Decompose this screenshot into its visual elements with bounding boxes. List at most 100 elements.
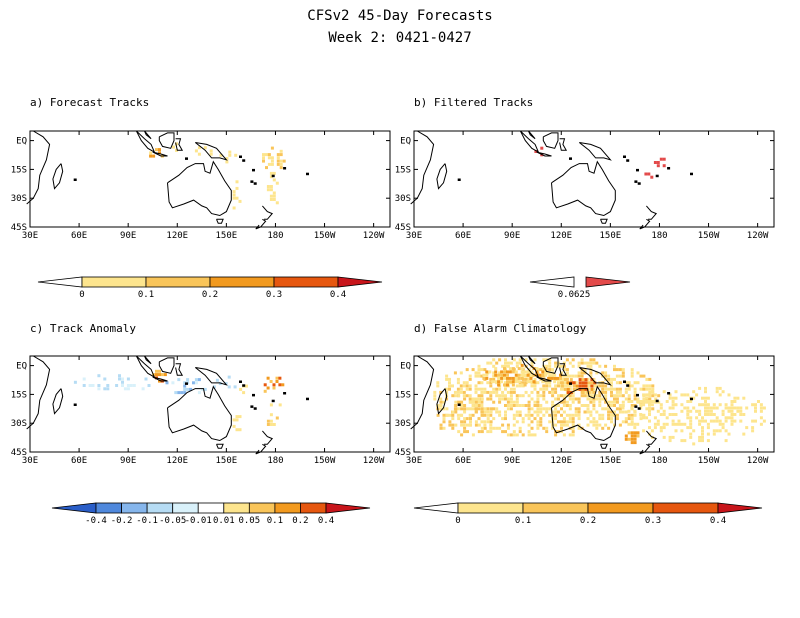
density-cell: [589, 374, 593, 378]
density-cell: [574, 410, 578, 414]
density-cell: [554, 384, 558, 388]
density-cell: [607, 400, 611, 404]
density-cell: [82, 377, 86, 381]
colorbar-segment: [146, 502, 174, 514]
density-cell: [680, 429, 684, 433]
density-cell: [647, 172, 651, 176]
density-cell: [577, 364, 581, 368]
density-cell: [592, 423, 596, 427]
density-cell: [653, 422, 657, 426]
density-cell: [653, 161, 657, 164]
density-cell: [228, 153, 232, 157]
density-cell: [477, 364, 481, 368]
density-cell: [272, 171, 276, 175]
density-cell: [521, 433, 525, 437]
density-cell: [203, 387, 207, 391]
density-cell: [610, 400, 613, 404]
coastline: [158, 132, 175, 149]
coastline: [262, 430, 274, 445]
density-cell: [589, 364, 593, 368]
density-cell: [494, 367, 498, 371]
colorbar-label: 0.4: [330, 290, 346, 300]
density-cell: [630, 400, 634, 403]
density-cell: [489, 384, 493, 388]
density-cell: [448, 413, 451, 417]
colorbar-label: 0.0625: [558, 290, 591, 300]
density-cell: [485, 376, 489, 380]
density-cell: [501, 390, 505, 394]
density-cell: [610, 410, 613, 414]
density-cell: [509, 394, 513, 398]
density-cell: [686, 416, 690, 420]
density-cell: [613, 423, 616, 427]
density-cell: [562, 374, 566, 378]
panel-c-map: 30E 60E 90E 120E 150E 180 150W 120W EQ 15S 30S 45S: [11, 355, 391, 466]
density-cell: [503, 373, 506, 377]
colorbar-label: 0.3: [645, 516, 661, 526]
density-cell: [551, 426, 555, 430]
density-cell: [457, 430, 461, 434]
density-cell: [677, 419, 681, 423]
coastline: [646, 430, 658, 445]
density-cell: [633, 434, 637, 438]
density-cell: [571, 397, 575, 401]
density-cell: [270, 146, 274, 150]
map-frame: [29, 130, 391, 228]
density-cell: [568, 417, 572, 421]
density-cell: [518, 413, 522, 417]
density-cell: [456, 381, 460, 385]
density-cell: [225, 157, 229, 161]
density-cell: [492, 364, 496, 368]
density-cell: [736, 406, 740, 410]
density-cell: [592, 420, 596, 424]
density-cell: [624, 434, 628, 438]
density-cell: [730, 400, 734, 403]
density-cell: [121, 377, 124, 381]
lon-tick-label: 150W: [698, 231, 720, 241]
density-cell: [590, 378, 594, 382]
density-cell: [577, 374, 581, 378]
density-cell: [266, 188, 270, 192]
density-cell: [551, 410, 555, 414]
density-cell: [572, 384, 576, 388]
density-cell: [462, 390, 466, 394]
panel-b-map: 30E 60E 90E 120E 150E 180 150W 120W EQ 15S 30S 45S: [395, 130, 775, 241]
density-cell: [571, 394, 575, 398]
colorbar-label: 0: [79, 290, 84, 300]
density-cell: [492, 417, 496, 421]
density-cell: [742, 432, 746, 436]
density-cell: [554, 407, 558, 411]
density-cell: [583, 404, 587, 407]
density-cell: [662, 422, 666, 426]
density-cell: [451, 413, 455, 417]
density-cell: [480, 374, 484, 378]
density-cell: [497, 373, 501, 377]
density-cell: [686, 409, 690, 413]
density-cell: [463, 417, 467, 421]
density-cell: [456, 390, 460, 394]
density-cell: [486, 381, 490, 385]
density-cell: [571, 364, 575, 368]
density-cell: [592, 394, 596, 398]
lon-tick-label: 60E: [71, 231, 87, 241]
density-cell: [529, 376, 533, 380]
density-cell: [480, 426, 484, 430]
density-cell: [659, 403, 663, 407]
colorbar-label: -0.2: [111, 516, 133, 526]
density-cell: [574, 374, 578, 378]
density-cell: [521, 417, 525, 421]
lat-tick-label: EQ: [16, 137, 27, 147]
coastline: [410, 130, 435, 205]
density-cell: [618, 407, 622, 411]
density-cell: [598, 417, 602, 421]
density-cell: [545, 387, 549, 391]
density-cell: [533, 377, 537, 381]
density-cell: [530, 397, 534, 401]
density-cell: [627, 381, 631, 385]
density-cell: [601, 413, 605, 417]
density-cell: [639, 374, 643, 378]
density-cell: [562, 423, 566, 427]
density-cell: [234, 153, 238, 157]
density-cell: [598, 423, 602, 427]
density-cell: [706, 426, 710, 430]
